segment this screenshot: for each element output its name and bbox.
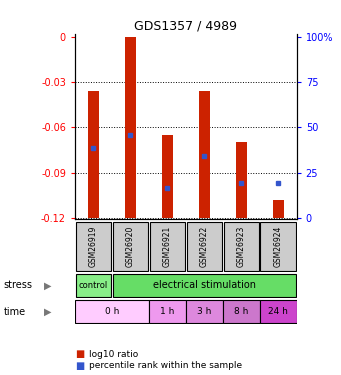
Text: 24 h: 24 h xyxy=(268,307,288,316)
Bar xyxy=(113,274,296,297)
Text: ■: ■ xyxy=(75,361,84,370)
Text: GSM26924: GSM26924 xyxy=(274,226,283,267)
Text: electrical stimulation: electrical stimulation xyxy=(153,280,256,290)
Text: control: control xyxy=(79,281,108,290)
Bar xyxy=(76,274,111,297)
Bar xyxy=(113,222,148,272)
Bar xyxy=(223,300,260,323)
Text: ▶: ▶ xyxy=(44,307,51,316)
Text: 1 h: 1 h xyxy=(160,307,175,316)
Text: 0 h: 0 h xyxy=(105,307,119,316)
Bar xyxy=(76,222,111,272)
Bar xyxy=(261,222,296,272)
Bar xyxy=(125,37,136,218)
Bar xyxy=(88,91,99,218)
Text: 8 h: 8 h xyxy=(234,307,249,316)
Bar xyxy=(236,142,247,218)
Text: GSM26922: GSM26922 xyxy=(200,226,209,267)
Bar xyxy=(224,222,259,272)
Text: GSM26920: GSM26920 xyxy=(126,226,135,267)
Bar xyxy=(199,91,210,218)
Text: percentile rank within the sample: percentile rank within the sample xyxy=(89,361,242,370)
Text: stress: stress xyxy=(3,280,32,290)
Text: GSM26919: GSM26919 xyxy=(89,226,98,267)
Bar xyxy=(149,300,186,323)
Bar xyxy=(186,300,223,323)
Text: ▶: ▶ xyxy=(44,280,51,290)
Bar xyxy=(162,135,173,218)
Title: GDS1357 / 4989: GDS1357 / 4989 xyxy=(134,20,237,33)
Bar xyxy=(273,200,284,218)
Bar xyxy=(260,300,297,323)
Bar xyxy=(187,222,222,272)
Text: GSM26923: GSM26923 xyxy=(237,226,246,267)
Text: 3 h: 3 h xyxy=(197,307,211,316)
Text: ■: ■ xyxy=(75,350,84,359)
Text: log10 ratio: log10 ratio xyxy=(89,350,138,359)
Bar xyxy=(150,222,185,272)
Text: time: time xyxy=(3,307,26,316)
Bar xyxy=(75,300,149,323)
Text: GSM26921: GSM26921 xyxy=(163,226,172,267)
